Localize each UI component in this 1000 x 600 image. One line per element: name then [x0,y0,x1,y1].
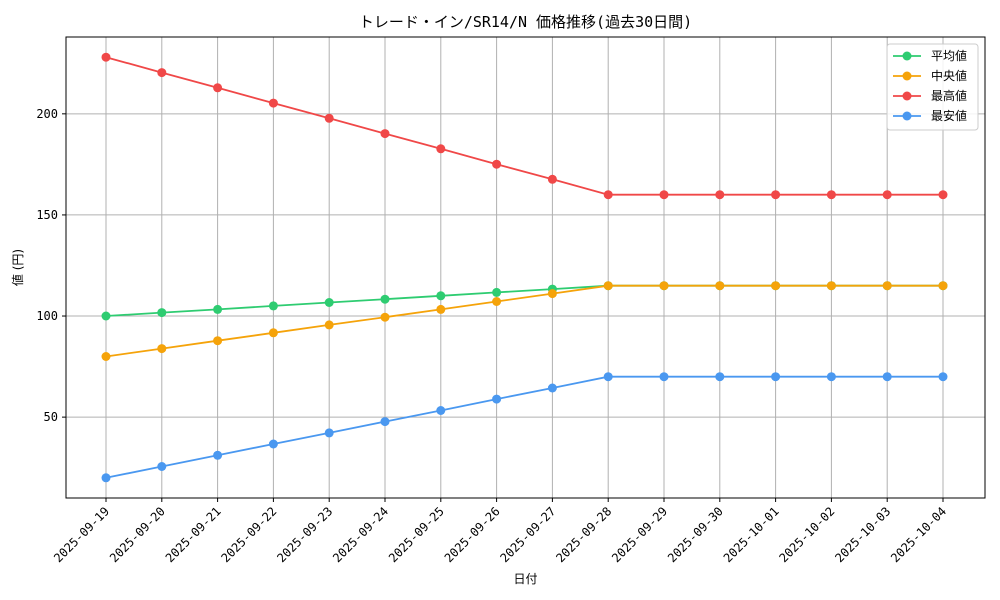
data-point [436,304,446,314]
data-point [380,417,390,427]
data-point [213,450,223,460]
data-point [101,52,111,62]
y-tick-label: 100 [36,309,58,323]
data-point [436,144,446,154]
data-point [492,394,502,404]
data-point [603,281,613,291]
legend-label: 中央値 [931,68,967,83]
data-point [492,287,502,297]
data-point [157,344,167,354]
data-point [213,304,223,314]
data-point [547,383,557,393]
legend-item: 平均値 [893,48,967,63]
data-point [938,372,948,382]
data-point [324,320,334,330]
data-point [268,328,278,338]
data-point [101,311,111,321]
data-point [547,174,557,184]
y-tick-label: 200 [36,107,58,121]
data-point [938,281,948,291]
data-point [826,372,836,382]
data-point [659,372,669,382]
data-point [603,190,613,200]
data-point [938,190,948,200]
data-point [380,129,390,139]
series-line [105,56,943,196]
legend-marker [902,51,912,61]
data-point [882,281,892,291]
series-4 [101,372,948,483]
data-point [826,190,836,200]
data-point [547,289,557,299]
y-tick-label: 150 [36,208,58,222]
data-point [101,352,111,361]
x-axis-title: 日付 [513,572,537,586]
legend-item: 中央値 [893,68,967,83]
data-point [324,298,334,307]
data-point [771,190,781,200]
series-2 [101,281,948,361]
legend-marker [902,91,912,101]
data-point [771,372,781,382]
data-point [882,372,892,382]
data-point [157,462,167,471]
legend-marker [902,111,912,121]
series-3 [101,52,948,200]
data-point [157,68,167,78]
data-point [659,190,669,200]
data-point [826,281,836,291]
data-point [268,439,278,449]
data-point [492,159,502,169]
legend-label: 最安値 [931,108,967,123]
data-point [101,473,111,483]
data-point [436,291,446,301]
data-point [771,281,781,291]
legend-label: 最高値 [931,88,967,103]
data-point [715,372,725,382]
legend-box [886,43,979,131]
data-point [324,428,334,438]
data-point [715,190,725,200]
data-point [380,294,390,304]
series-line [105,375,943,479]
legend-label: 平均値 [931,48,967,63]
y-axis: 50 100 150 200 [36,107,66,424]
y-axis-title: 値 (円) [10,249,25,286]
data-point [380,312,390,322]
data-point [882,190,892,200]
series-line [105,284,943,358]
data-point [157,308,167,318]
data-point [603,372,613,382]
data-point [268,301,278,311]
data-point [436,406,446,415]
data-point [492,297,502,306]
data-point [715,281,725,291]
data-point [659,281,669,291]
chart-title: トレード・イン/SR14/N 価格推移(過去30日間) [359,13,692,31]
legend-item: 最高値 [893,88,967,103]
data-point [324,113,334,123]
data-point [268,98,278,108]
data-point [213,336,223,346]
data-point [213,83,223,93]
series-layer [101,52,948,483]
legend-marker [902,71,912,81]
grid-lines [66,37,985,498]
legend-item: 最安値 [893,108,967,123]
plot-area-frame [65,36,986,499]
y-tick-label: 50 [44,410,58,424]
